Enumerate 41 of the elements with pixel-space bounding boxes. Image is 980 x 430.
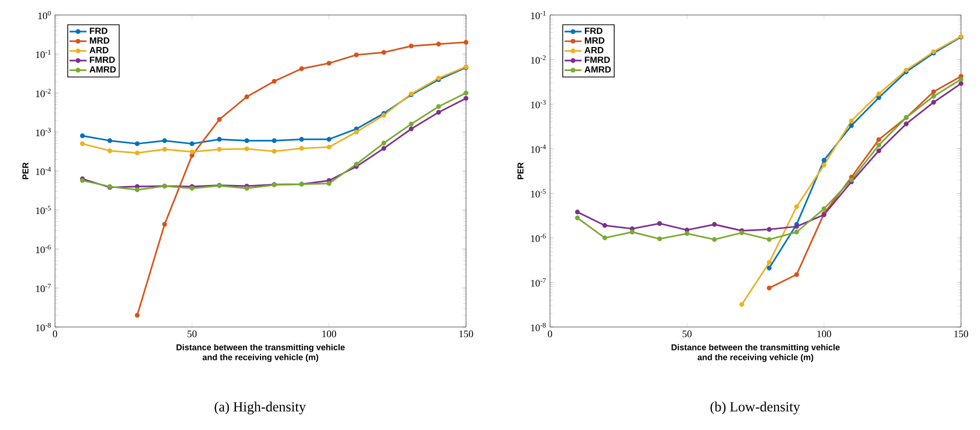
legend-label: ARD: [584, 47, 604, 54]
y-axis-title: PER: [22, 162, 28, 180]
y-tick-label: 10$^{-8}$: [36, 322, 51, 332]
legend-label: FMRD: [584, 56, 610, 63]
x-axis-title: Distance between the transmitting vehicle and the receiving vehicle (m): [672, 344, 840, 362]
x-tick-label: 150: [459, 330, 474, 338]
legend-label: MRD: [90, 37, 110, 44]
x-tick-label: 100: [817, 330, 832, 338]
legend-label: FMRD: [90, 56, 115, 63]
legend-label: FRD: [90, 28, 108, 34]
legend-label: AMRD: [90, 66, 116, 73]
y-tick-label: 10$^{-8}$: [531, 322, 546, 332]
y-tick-label: 10$^{-5}$: [36, 206, 51, 214]
x-tick-label: 50: [188, 330, 197, 338]
y-tick-label: 10$^{-6}$: [531, 234, 546, 242]
legend-label: MRD: [584, 37, 604, 44]
y-tick-label: 10$^{-1}$: [531, 10, 546, 20]
y-tick-label: 10$^{-5}$: [531, 189, 546, 198]
text: (a) High-density: [214, 402, 306, 414]
y-tick-label: 10$^{-7}$: [531, 278, 546, 287]
y-tick-label: 10$^{-4}$: [36, 166, 51, 176]
x-tick-label: 100: [322, 330, 336, 338]
y-axis-title: PER: [518, 162, 524, 180]
y-tick-label: 10$^{-3}$: [36, 128, 51, 136]
y-tick-label: 10$^{-4}$: [531, 144, 546, 153]
x-tick-label: 0: [548, 330, 552, 338]
y-tick-label: 10$^{-7}$: [36, 284, 51, 292]
legend-label: FRD: [584, 28, 602, 34]
legend-label: AMRD: [584, 66, 611, 73]
x-axis-title: Distance between the transmitting vehicle and the receiving vehicle (m): [176, 344, 345, 362]
y-tick-label: 10$^{0}$: [38, 10, 51, 20]
y-tick-label: 10$^{-1}$: [36, 50, 51, 58]
x-tick-label: 50: [682, 330, 692, 338]
x-tick-label: 0: [52, 330, 58, 338]
x-tick-label: 150: [954, 330, 968, 338]
legend-label: ARD: [90, 47, 108, 54]
y-tick-label: 10$^{-3}$: [531, 100, 546, 108]
y-tick-label: 10$^{-6}$: [36, 244, 51, 254]
y-tick-label: 10$^{-2}$: [531, 55, 546, 64]
text: (b) Low-density: [710, 402, 800, 414]
y-tick-label: 10$^{-2}$: [36, 88, 51, 98]
